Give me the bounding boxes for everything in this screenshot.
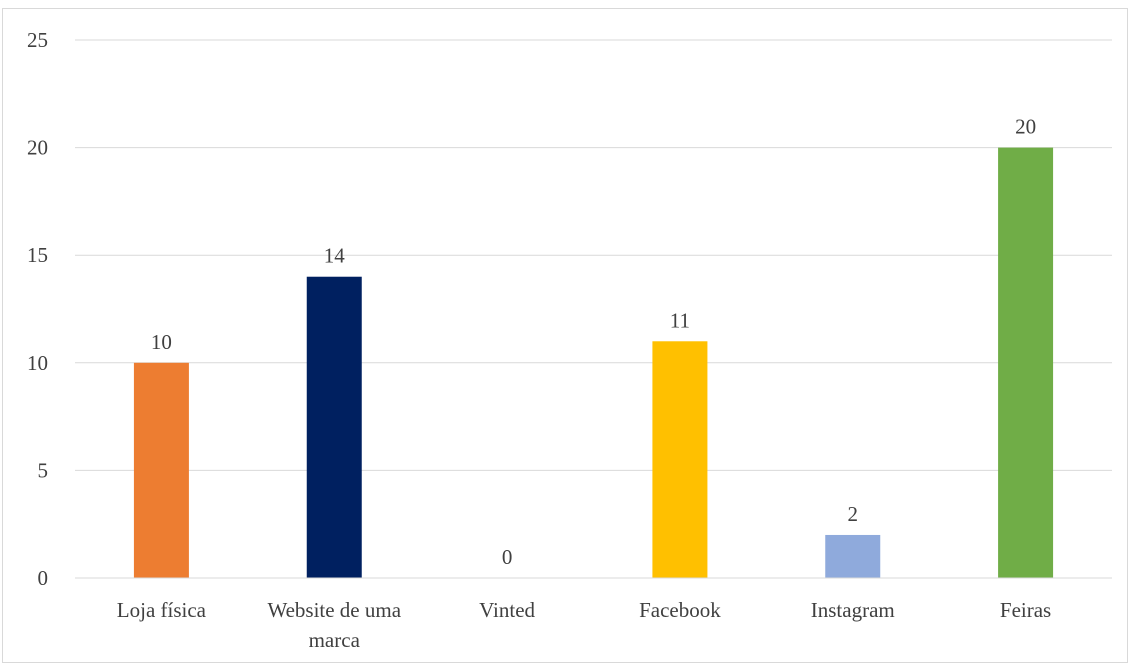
y-axis-ticks: 0 5 10 15 20 25 xyxy=(27,28,48,590)
y-tick-label: 20 xyxy=(27,136,48,160)
y-tick-label: 10 xyxy=(27,351,48,375)
data-label: 11 xyxy=(670,308,690,332)
bar xyxy=(825,534,881,578)
bar xyxy=(652,341,708,578)
y-tick-label: 5 xyxy=(38,458,49,482)
bars xyxy=(133,147,1054,578)
data-label: 10 xyxy=(151,330,172,354)
bar xyxy=(306,276,362,578)
y-tick-label: 25 xyxy=(27,28,48,52)
data-label: 2 xyxy=(848,502,859,526)
x-category-label: Loja física xyxy=(117,598,207,622)
x-category-label: Vinted xyxy=(479,598,535,622)
x-category-label: Website de uma marca xyxy=(267,598,401,652)
bar xyxy=(133,362,189,578)
x-category-label: Feiras xyxy=(1000,598,1051,622)
data-label: 14 xyxy=(324,244,346,268)
bar xyxy=(998,147,1054,578)
data-labels: 10 14 0 11 2 20 xyxy=(151,115,1036,569)
gridlines xyxy=(75,39,1112,579)
x-axis-categories: Loja física Website de uma marca Vinted Face… xyxy=(117,598,1051,652)
y-tick-label: 0 xyxy=(38,566,49,590)
x-category-label: Instagram xyxy=(811,598,895,622)
x-category-label: Facebook xyxy=(639,598,721,622)
data-label: 0 xyxy=(502,545,513,569)
y-tick-label: 15 xyxy=(27,243,48,267)
data-label: 20 xyxy=(1015,115,1036,139)
chart-frame xyxy=(2,8,1128,663)
